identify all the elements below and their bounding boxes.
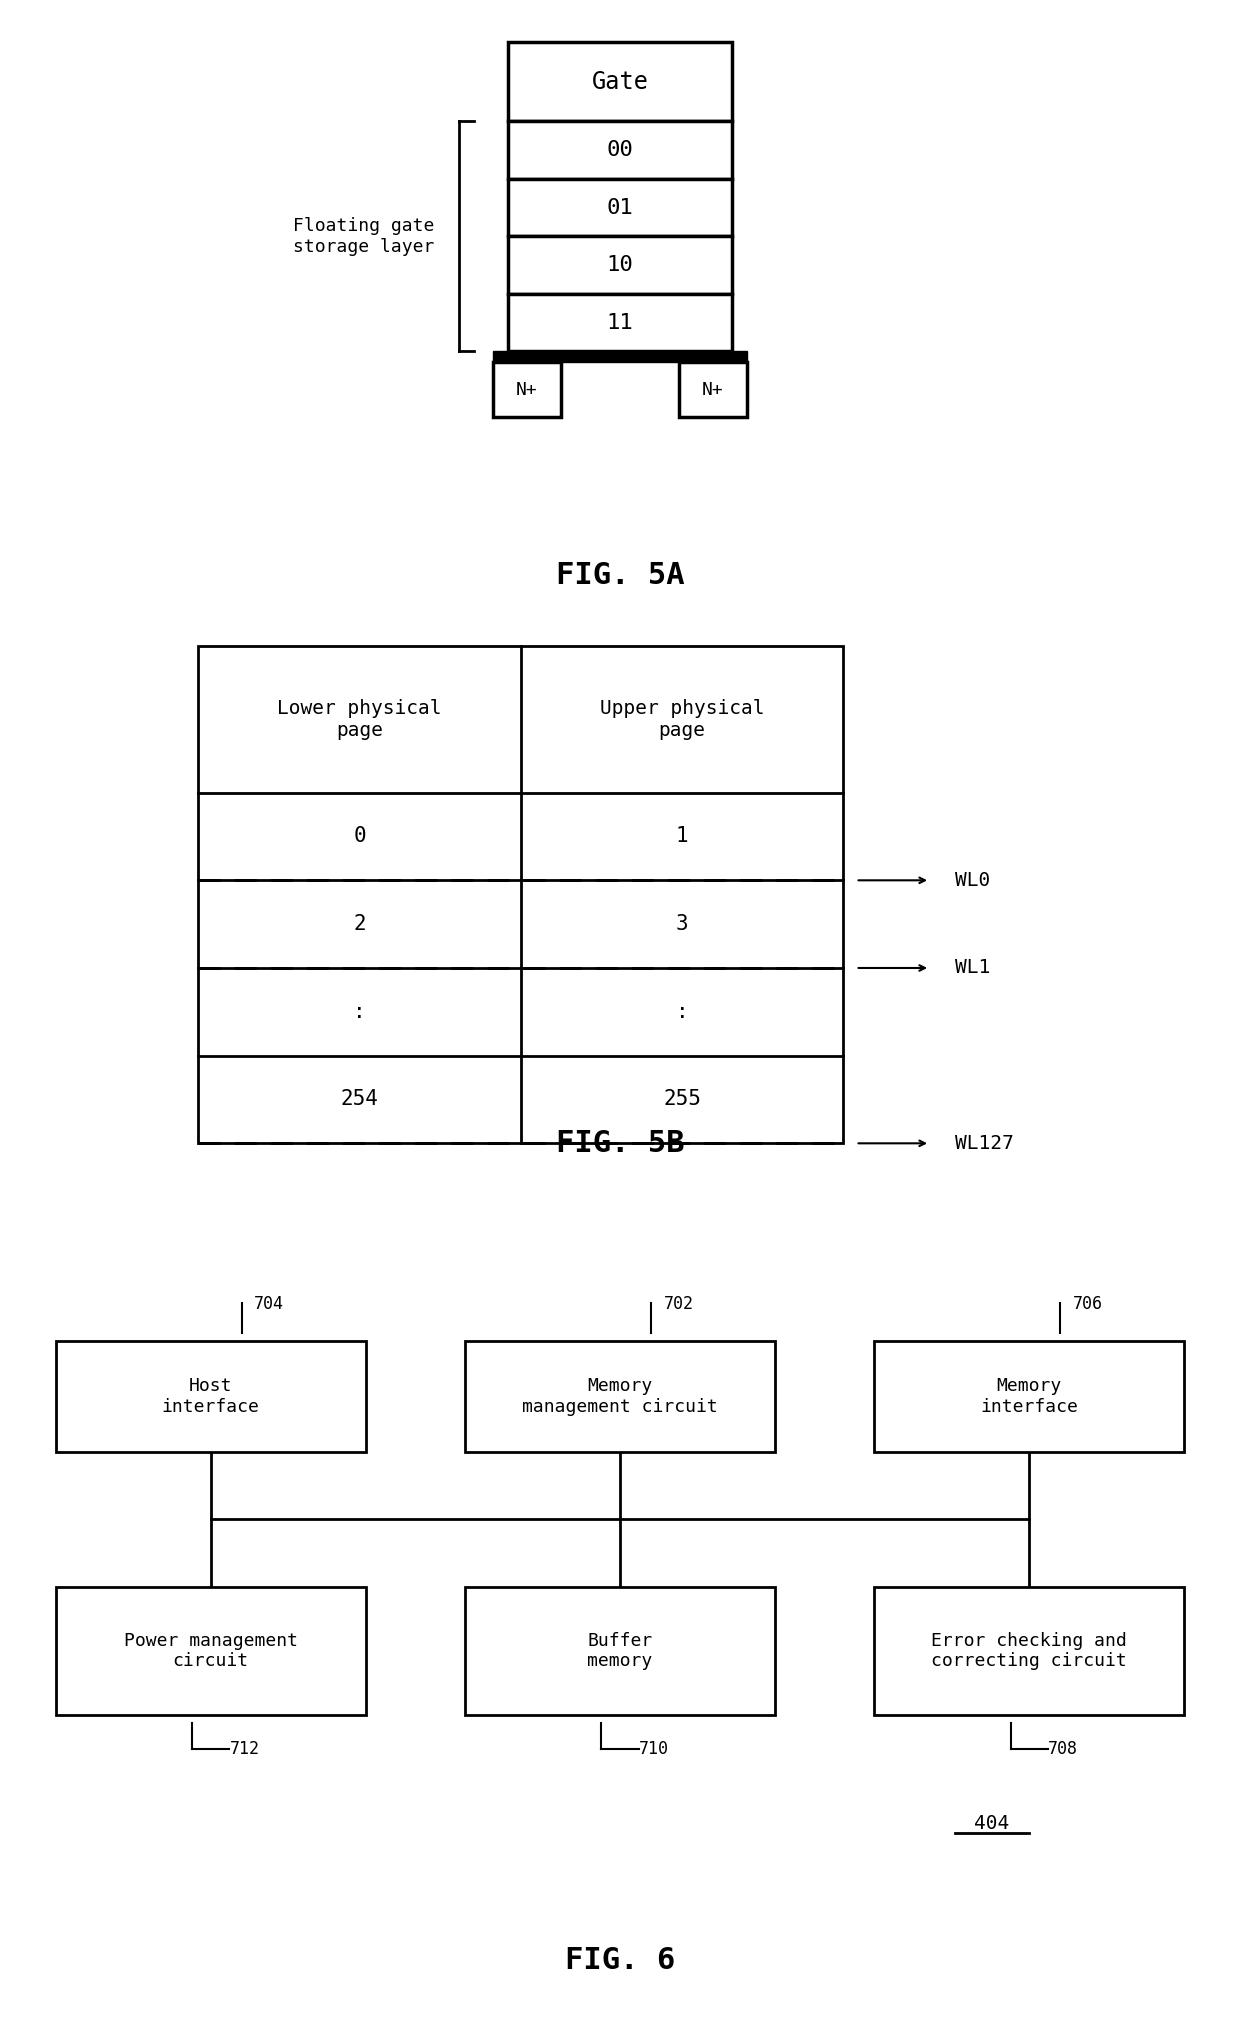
Text: WL1: WL1 <box>955 957 990 978</box>
Text: 0: 0 <box>353 826 366 846</box>
Bar <box>874 1588 1184 1715</box>
Text: 712: 712 <box>229 1739 259 1757</box>
Text: Memory
interface: Memory interface <box>981 1378 1078 1416</box>
Text: 710: 710 <box>639 1739 668 1757</box>
Text: 706: 706 <box>1073 1295 1102 1313</box>
Text: Buffer
memory: Buffer memory <box>588 1632 652 1671</box>
Text: N+: N+ <box>516 380 538 398</box>
Bar <box>508 180 732 236</box>
Text: 00: 00 <box>606 139 634 160</box>
Text: 702: 702 <box>663 1295 693 1313</box>
Text: Upper physical
page: Upper physical page <box>600 699 764 739</box>
Text: 01: 01 <box>606 198 634 218</box>
Text: Memory
management circuit: Memory management circuit <box>522 1378 718 1416</box>
Text: 404: 404 <box>975 1814 1009 1834</box>
Text: Floating gate
storage layer: Floating gate storage layer <box>293 216 434 257</box>
Bar <box>508 121 732 180</box>
Bar <box>874 1341 1184 1452</box>
Text: 255: 255 <box>663 1089 701 1109</box>
Text: FIG. 6: FIG. 6 <box>565 1945 675 1976</box>
Text: :: : <box>676 1002 688 1022</box>
Text: 1: 1 <box>676 826 688 846</box>
Text: 3: 3 <box>676 915 688 933</box>
Text: FIG. 5A: FIG. 5A <box>556 562 684 590</box>
Bar <box>508 236 732 293</box>
Bar <box>494 362 560 416</box>
Text: 254: 254 <box>341 1089 378 1109</box>
Bar <box>198 646 843 1143</box>
Bar <box>465 1341 775 1452</box>
Bar <box>494 351 746 362</box>
Bar <box>508 42 732 121</box>
Bar <box>508 295 732 351</box>
Bar <box>680 362 746 416</box>
Text: Gate: Gate <box>591 71 649 93</box>
Text: Power management
circuit: Power management circuit <box>124 1632 298 1671</box>
Text: 10: 10 <box>606 255 634 275</box>
Text: Host
interface: Host interface <box>162 1378 259 1416</box>
Text: Lower physical
page: Lower physical page <box>278 699 441 739</box>
Bar <box>465 1588 775 1715</box>
Text: 708: 708 <box>1048 1739 1078 1757</box>
Text: WL127: WL127 <box>955 1133 1013 1153</box>
Text: 11: 11 <box>606 313 634 333</box>
Text: WL0: WL0 <box>955 871 990 891</box>
Text: 2: 2 <box>353 915 366 933</box>
Bar <box>56 1341 366 1452</box>
Bar <box>56 1588 366 1715</box>
Text: FIG. 5B: FIG. 5B <box>556 1129 684 1157</box>
Text: N+: N+ <box>702 380 724 398</box>
Text: :: : <box>353 1002 366 1022</box>
Text: 704: 704 <box>254 1295 284 1313</box>
Text: Error checking and
correcting circuit: Error checking and correcting circuit <box>931 1632 1127 1671</box>
